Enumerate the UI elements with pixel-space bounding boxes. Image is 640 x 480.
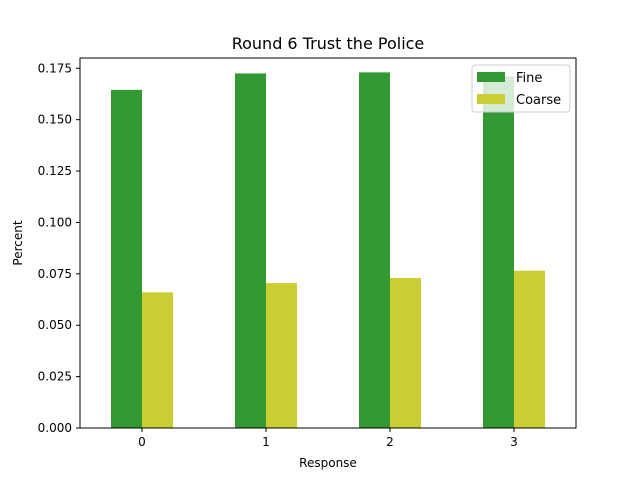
y-axis-label: Percent: [11, 220, 25, 265]
y-axis: 0.000 0.025 0.050 0.075 0.100 0.125 0.150 0.175: [38, 61, 80, 435]
bar-fine-0: [111, 89, 142, 428]
y-tick-label: 0.025: [38, 370, 72, 384]
x-tick-label: 2: [386, 435, 394, 449]
x-tick-label: 3: [510, 435, 518, 449]
y-tick-label: 0.125: [38, 164, 72, 178]
y-tick-label: 0.050: [38, 318, 72, 332]
bar-coarse-2: [390, 277, 421, 428]
bar-fine-1: [235, 73, 266, 429]
x-axis-label: Response: [299, 456, 357, 470]
x-tick-label: 0: [138, 435, 146, 449]
legend-swatch-fine: [477, 72, 505, 82]
x-axis: 0 1 2 3: [138, 428, 518, 449]
plot-frame: [79, 57, 577, 429]
legend-label-coarse: Coarse: [516, 93, 561, 108]
bars-group: [111, 72, 545, 429]
legend-label-fine: Fine: [516, 71, 542, 86]
bar-fine-3: [483, 76, 514, 428]
chart-title: Round 6 Trust the Police: [232, 34, 425, 53]
x-tick-label: 1: [262, 435, 270, 449]
legend: Fine Coarse: [471, 64, 571, 113]
y-tick-label: 0.075: [38, 267, 72, 281]
y-tick-label: 0.175: [38, 61, 72, 75]
legend-swatch-coarse: [477, 94, 505, 104]
y-tick-label: 0.100: [38, 215, 72, 229]
y-tick-label: 0.000: [38, 421, 72, 435]
bar-coarse-1: [266, 283, 297, 428]
bar-coarse-3: [514, 270, 545, 428]
bar-fine-2: [359, 72, 390, 428]
y-tick-label: 0.150: [38, 113, 72, 127]
bar-coarse-0: [142, 292, 173, 428]
